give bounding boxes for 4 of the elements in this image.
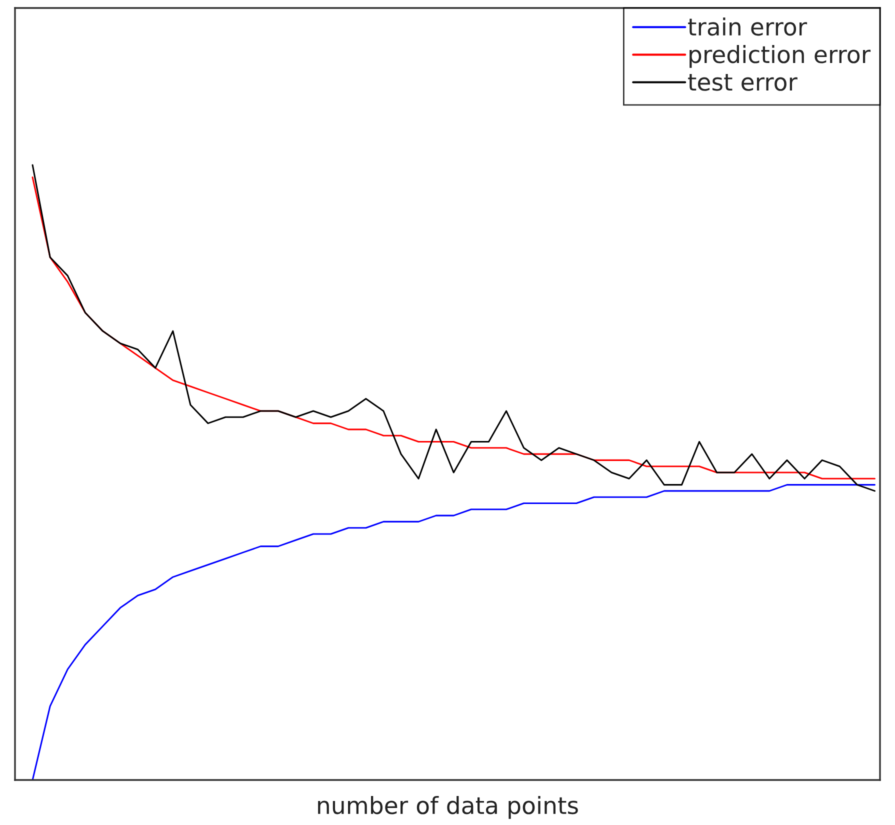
legend-label: prediction error — [690, 45, 871, 68]
legend-label: test error — [688, 74, 798, 91]
legend-label: train error — [688, 17, 808, 36]
x-axis-title: number of data points — [318, 796, 578, 819]
